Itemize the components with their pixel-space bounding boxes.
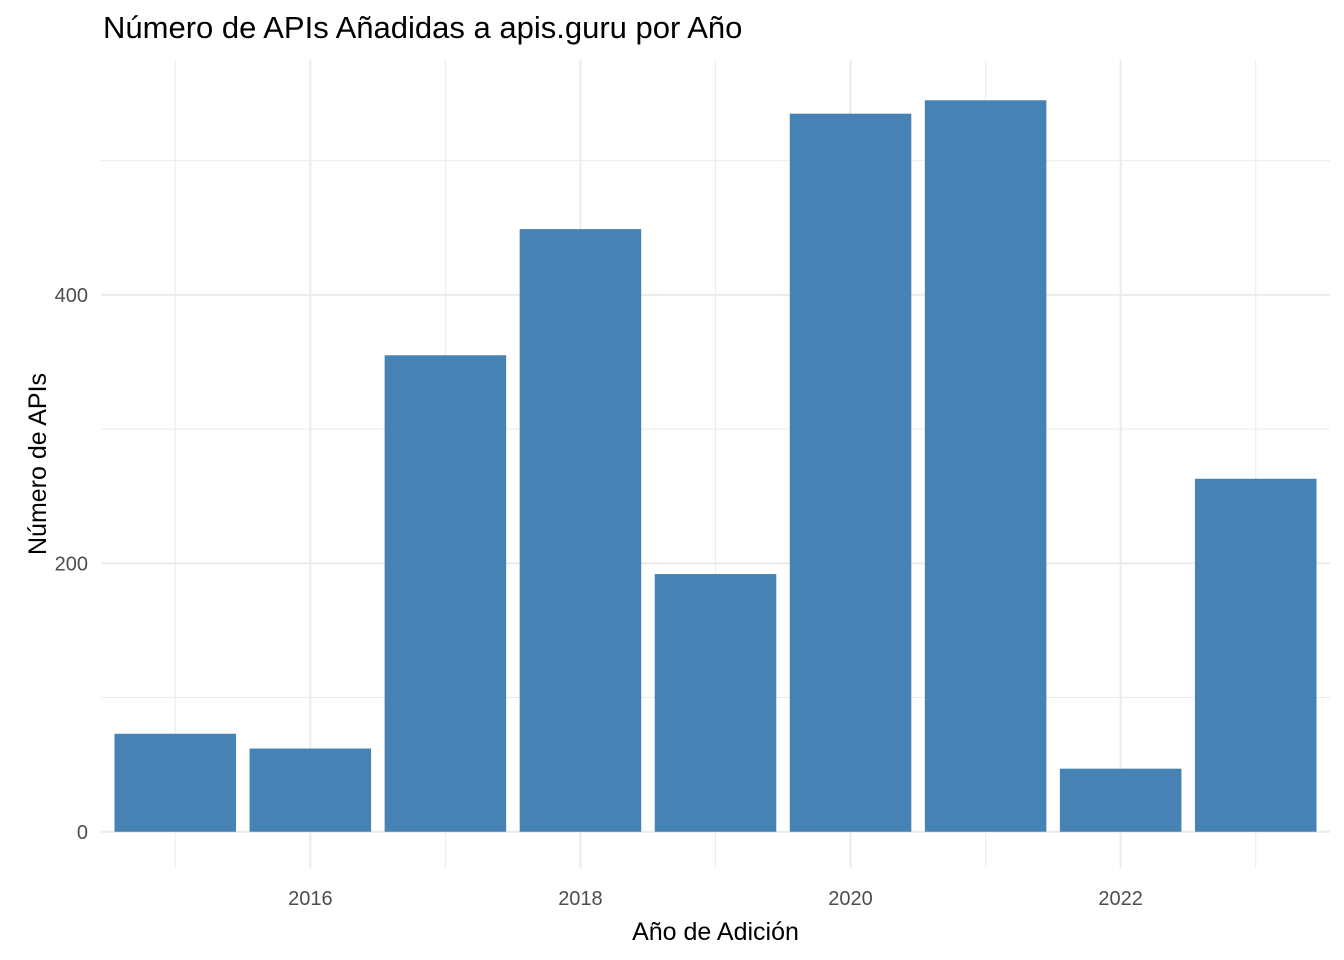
y-tick-label: 0	[77, 822, 88, 844]
bar-2015	[114, 733, 237, 832]
bar-2022	[1059, 768, 1182, 832]
bar-2016	[249, 748, 372, 832]
bar-2023	[1194, 478, 1317, 832]
bars	[114, 100, 1317, 832]
y-axis-ticks: 0 200 400	[55, 285, 88, 844]
y-axis-title: Número de APIs	[24, 373, 52, 555]
bar-2020	[789, 113, 912, 832]
x-axis-ticks: 2016 2018 2020 2022	[288, 888, 1143, 910]
x-axis-title: Año de Adición	[632, 918, 799, 946]
bar-2018	[519, 229, 642, 832]
y-tick-label: 400	[55, 285, 88, 307]
x-tick-label: 2020	[828, 888, 873, 910]
y-tick-label: 200	[55, 553, 88, 575]
bar-2017	[384, 355, 507, 832]
x-tick-label: 2022	[1098, 888, 1143, 910]
x-tick-label: 2018	[558, 888, 603, 910]
chart-title: Número de APIs Añadidas a apis.guru por …	[103, 10, 743, 45]
bar-2021	[924, 100, 1047, 832]
x-tick-label: 2016	[288, 888, 333, 910]
bar-2019	[654, 574, 777, 832]
